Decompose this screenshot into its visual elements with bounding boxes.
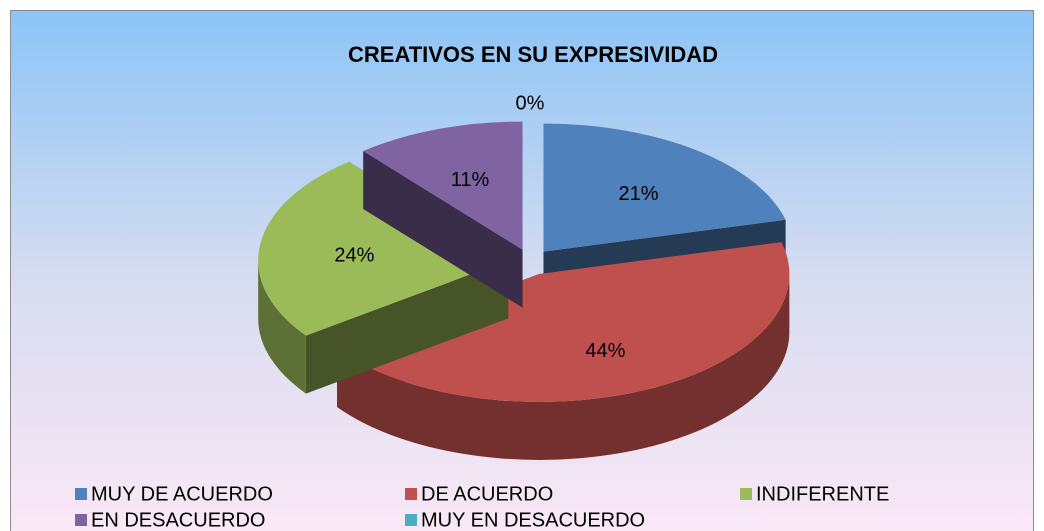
legend-label: INDIFERENTE (756, 483, 889, 505)
legend-label: MUY EN DESACUERDO (421, 509, 645, 531)
slice-top (337, 242, 790, 402)
legend-swatch (75, 514, 87, 526)
legend-label: EN DESACUERDO (91, 509, 265, 531)
slice-side (305, 260, 509, 394)
slice-top (258, 161, 509, 336)
legend-swatch (740, 488, 752, 500)
slice-top (543, 123, 786, 252)
slice-side (363, 150, 523, 308)
data-label: 44% (585, 340, 625, 362)
slice-wall (337, 273, 790, 460)
chart-title: CREATIVOS EN SU EXPRESIVIDAD (348, 42, 718, 67)
legend-swatch (405, 488, 417, 500)
slice (363, 121, 523, 308)
legend: MUY DE ACUERDO DE ACUERDO INDIFERENTE EN DE… (75, 483, 889, 531)
slice-wall (258, 260, 306, 394)
pie: 21% 44% 24% 11% 0% (258, 93, 790, 460)
legend-label: MUY DE ACUERDO (91, 483, 273, 505)
data-label: 0% (516, 93, 545, 115)
legend-swatch (405, 514, 417, 526)
slice-top (363, 121, 523, 250)
legend-label: DE ACUERDO (421, 483, 553, 505)
legend-swatch (75, 488, 87, 500)
data-label: 11% (451, 169, 490, 191)
data-label: 21% (618, 183, 658, 205)
data-label: 24% (334, 245, 374, 267)
